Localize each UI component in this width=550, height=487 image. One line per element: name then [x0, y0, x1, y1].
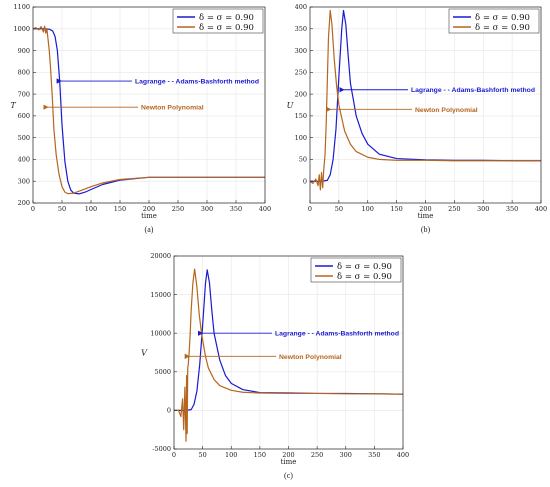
x-tick-label: 350: [506, 205, 518, 213]
y-tick-label: 300: [18, 177, 30, 185]
x-tick-label: 200: [143, 205, 155, 213]
y-tick-label: 400: [18, 156, 30, 164]
legend-label-1: δ = σ = 0.90: [475, 13, 530, 23]
x-tick-label: 300: [201, 205, 213, 213]
y-tick-label: 100: [295, 134, 307, 142]
x-tick-label: 50: [198, 451, 206, 459]
y-tick-label: 15000: [150, 291, 171, 299]
y-tick-label: 500: [18, 134, 30, 142]
y-tick-label: 350: [295, 25, 307, 33]
legend-label-1: δ = σ = 0.90: [337, 262, 392, 272]
y-tick-label: 150: [295, 112, 307, 120]
panel-caption: (b): [421, 225, 431, 234]
y-axis-label: T: [10, 101, 16, 110]
x-axis-label: time: [281, 458, 297, 466]
legend-box: [172, 8, 264, 34]
x-tick-label: 150: [390, 205, 402, 213]
panel-caption: (c): [284, 471, 293, 480]
annotation-newton: Newton Polynomial: [279, 354, 342, 361]
panel-caption: (a): [145, 225, 154, 234]
y-axis-label: U: [287, 101, 294, 110]
x-tick-label: 100: [225, 451, 237, 459]
x-tick-label: 150: [114, 205, 126, 213]
x-tick-label: 50: [58, 205, 66, 213]
annotation-newton: Newton Polynomial: [141, 105, 204, 112]
x-tick-label: 0: [172, 451, 176, 459]
x-tick-label: 350: [368, 451, 380, 459]
x-tick-label: 300: [340, 451, 352, 459]
y-tick-label: 0: [303, 177, 307, 185]
x-tick-label: 100: [362, 205, 374, 213]
chart-panel-c: 0 50 100 150 200 250 300 350 400-500005000100001…: [141, 252, 409, 480]
x-tick-label: 150: [254, 451, 266, 459]
y-tick-label: 400: [295, 3, 307, 11]
chart-panel-b: 0 50 100 150 200 250 300 350 400 0 50 100 150 200 250 3…: [287, 3, 548, 234]
x-tick-label: 200: [282, 451, 294, 459]
annotation-lagrange: Lagrange - - Adams-Bashforth method: [135, 78, 259, 85]
legend-label-2: δ = σ = 0.90: [475, 23, 530, 33]
series-line-2: [32, 25, 265, 195]
y-tick-label: 200: [295, 90, 307, 98]
x-tick-label: 400: [535, 205, 547, 213]
x-tick-label: 250: [448, 205, 460, 213]
y-tick-label: 600: [18, 112, 30, 120]
series-line-2: [174, 268, 404, 442]
x-tick-label: 50: [335, 205, 343, 213]
x-tick-label: 100: [85, 205, 97, 213]
y-tick-label: 700: [18, 90, 30, 98]
x-tick-label: 300: [477, 205, 489, 213]
y-tick-label: 1100: [13, 3, 30, 11]
y-tick-label: -5000: [152, 445, 171, 453]
y-tick-label: 50: [299, 156, 307, 164]
y-tick-label: 900: [18, 47, 30, 55]
y-tick-label: 200: [18, 199, 30, 207]
chart-panel-a: 0 50 100 150 200 250 300 350 400 200 300 400 500 600 7…: [10, 3, 271, 234]
y-tick-label: 20000: [150, 252, 171, 260]
x-tick-label: 400: [259, 205, 271, 213]
x-tick-label: 0: [308, 205, 312, 213]
x-tick-label: 250: [311, 451, 323, 459]
x-axis-label: time: [418, 212, 434, 220]
y-tick-label: 5000: [154, 368, 171, 376]
y-tick-label: 300: [295, 47, 307, 55]
annotation-newton: Newton Polynomial: [415, 107, 478, 114]
y-tick-label: 10000: [150, 329, 171, 337]
x-tick-label: 250: [172, 205, 184, 213]
legend-label-1: δ = σ = 0.90: [199, 13, 254, 23]
y-tick-label: 800: [18, 69, 30, 77]
x-tick-label: 0: [31, 205, 35, 213]
y-axis-label: V: [141, 349, 148, 358]
series-line-2: [309, 9, 541, 191]
annotation-lagrange: Lagrange - - Adams-Bashforth method: [411, 87, 535, 94]
y-tick-label: 250: [295, 69, 307, 77]
x-tick-label: 350: [230, 205, 242, 213]
legend-label-2: δ = σ = 0.90: [199, 23, 254, 33]
legend-box: [310, 257, 402, 283]
legend-box: [448, 8, 540, 34]
x-tick-label: 200: [419, 205, 431, 213]
y-tick-label: 1000: [13, 25, 30, 33]
legend-label-2: δ = σ = 0.90: [337, 272, 392, 282]
x-axis-label: time: [141, 212, 157, 220]
annotation-lagrange: Lagrange - - Adams-Bashforth method: [275, 331, 399, 338]
y-tick-label: 0: [167, 407, 171, 415]
x-tick-label: 400: [397, 451, 409, 459]
